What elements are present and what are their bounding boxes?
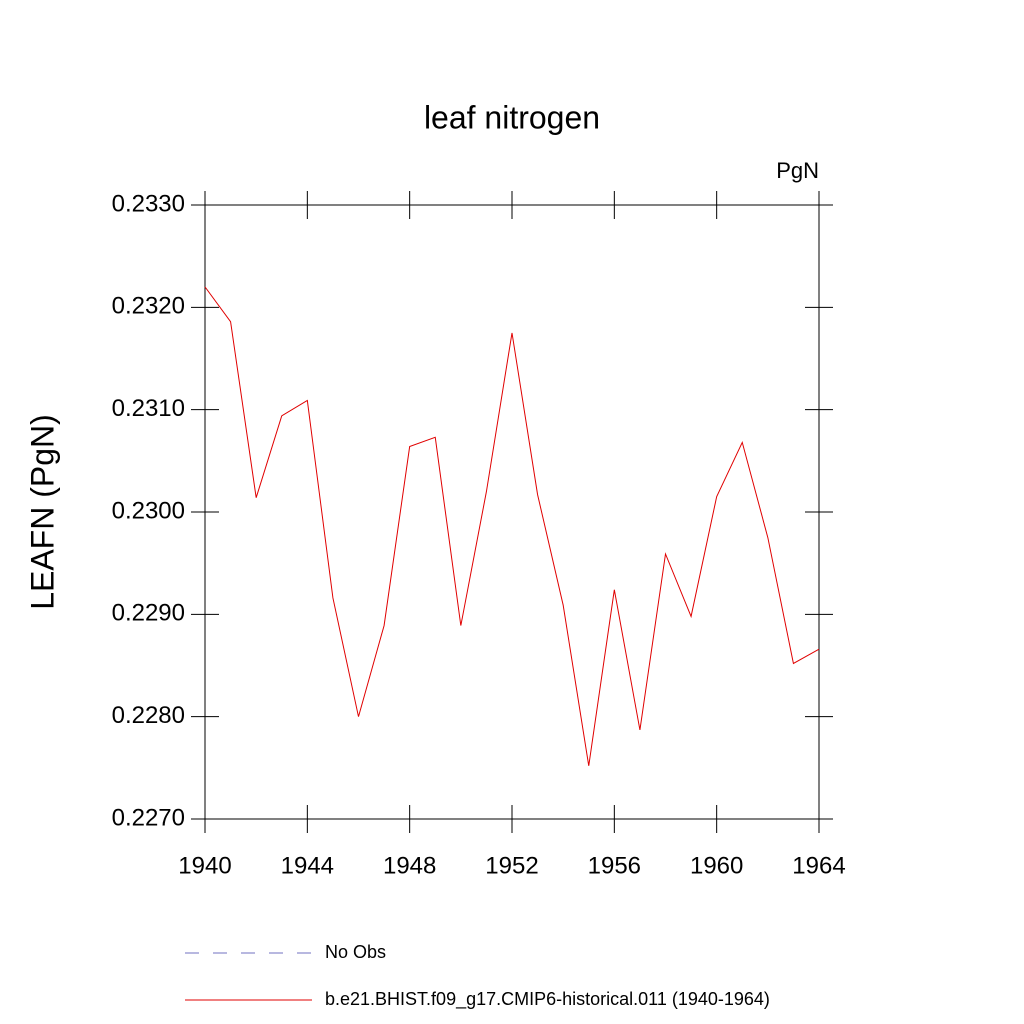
plot-frame — [204, 204, 820, 820]
y-tick-label: 0.2290 — [112, 600, 185, 627]
y-tick-label: 0.2270 — [112, 804, 185, 831]
x-tick-label: 1956 — [588, 852, 641, 879]
y-tick-label: 0.2320 — [112, 293, 185, 320]
y-tick-label: 0.2300 — [112, 497, 185, 524]
units-label: PgN — [776, 158, 819, 183]
x-tick-label: 1944 — [281, 852, 334, 879]
legend-label: b.e21.BHIST.f09_g17.CMIP6-historical.011… — [325, 989, 770, 1010]
chart-title: leaf nitrogen — [424, 99, 600, 135]
legend-label: No Obs — [325, 942, 386, 962]
x-tick-label: 1952 — [485, 852, 538, 879]
x-tick-label: 1940 — [178, 852, 231, 879]
series-line — [204, 286, 820, 766]
x-tick-label: 1964 — [792, 852, 845, 879]
y-axis-label: LEAFN (PgN) — [24, 414, 60, 610]
y-tick-label: 0.2280 — [112, 702, 185, 729]
x-tick-label: 1948 — [383, 852, 436, 879]
x-tick-label: 1960 — [690, 852, 743, 879]
y-tick-label: 0.2310 — [112, 395, 185, 422]
y-tick-label: 0.2330 — [112, 190, 185, 217]
